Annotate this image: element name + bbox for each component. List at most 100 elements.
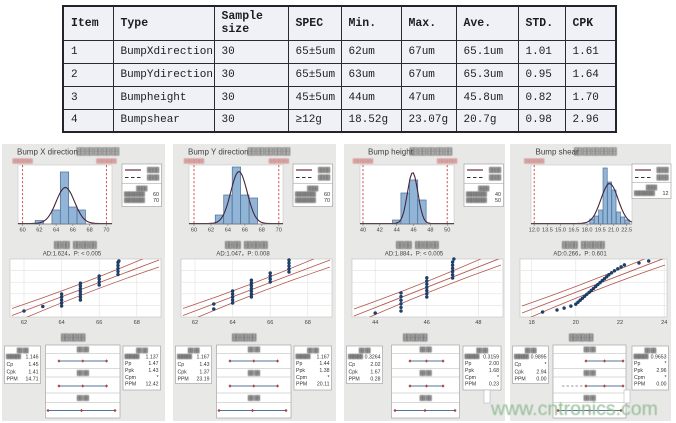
- svg-text:24: 24: [661, 320, 667, 326]
- svg-text:64: 64: [58, 320, 64, 326]
- svg-text:40: 40: [495, 192, 501, 198]
- svg-text:Cpm: Cpm: [296, 375, 307, 381]
- svg-text:Pp: Pp: [465, 361, 471, 367]
- svg-text:*: *: [664, 375, 666, 381]
- svg-text:44: 44: [372, 320, 378, 326]
- svg-text:Cp: Cp: [7, 362, 14, 368]
- svg-text:50: 50: [495, 198, 501, 204]
- svg-text:Cp: Cp: [178, 362, 185, 368]
- svg-text:60: 60: [19, 228, 25, 234]
- svg-text:66: 66: [70, 228, 76, 234]
- svg-text:46: 46: [410, 228, 416, 234]
- svg-text:66: 66: [267, 320, 273, 326]
- svg-text:1.44: 1.44: [319, 361, 329, 367]
- svg-text:42: 42: [377, 228, 383, 234]
- svg-text:18: 18: [528, 320, 534, 326]
- svg-text:1.37: 1.37: [199, 369, 209, 375]
- svg-text:22.5: 22.5: [621, 228, 632, 234]
- svg-text:Bump X direction: Bump X direction: [17, 148, 78, 157]
- svg-text:66: 66: [242, 228, 248, 234]
- svg-text:Cp: Cp: [349, 362, 356, 368]
- svg-text:23.19: 23.19: [197, 377, 210, 383]
- svg-text:0.3264: 0.3264: [365, 355, 381, 361]
- svg-text:62: 62: [36, 228, 42, 234]
- svg-text:1.45: 1.45: [28, 362, 38, 368]
- svg-text:40: 40: [360, 228, 366, 234]
- svg-text:2.00: 2.00: [489, 361, 499, 367]
- svg-text:0.00: 0.00: [656, 382, 666, 388]
- svg-text:68: 68: [259, 228, 265, 234]
- svg-text:64: 64: [53, 228, 59, 234]
- svg-text:12: 12: [663, 191, 669, 197]
- svg-text:0.23: 0.23: [489, 382, 499, 388]
- svg-text:*: *: [664, 361, 666, 367]
- svg-text:14.71: 14.71: [26, 377, 39, 383]
- svg-text:12.42: 12.42: [146, 382, 159, 388]
- svg-text:*: *: [156, 375, 158, 381]
- svg-text:70: 70: [103, 228, 109, 234]
- svg-text:PPM: PPM: [634, 382, 645, 388]
- svg-text:0.28: 0.28: [370, 377, 380, 383]
- svg-text:68: 68: [134, 320, 140, 326]
- svg-text:Pp: Pp: [634, 361, 640, 367]
- svg-text:1.137: 1.137: [146, 354, 159, 360]
- svg-text:21.0: 21.0: [608, 228, 619, 234]
- svg-text:Cpk: Cpk: [349, 369, 359, 375]
- svg-text:60: 60: [191, 228, 197, 234]
- svg-text:1.146: 1.146: [26, 355, 39, 361]
- svg-text:60: 60: [324, 192, 330, 198]
- svg-text:66: 66: [96, 320, 102, 326]
- svg-text:PPM: PPM: [349, 377, 360, 383]
- svg-text:19.5: 19.5: [595, 228, 606, 234]
- svg-text:2.96: 2.96: [656, 368, 666, 374]
- svg-text:20.11: 20.11: [317, 382, 330, 388]
- svg-text:Cpm: Cpm: [125, 375, 136, 381]
- svg-text:PPM: PPM: [465, 382, 476, 388]
- svg-text:60: 60: [153, 192, 159, 198]
- svg-text:64: 64: [229, 320, 235, 326]
- svg-text:70: 70: [324, 198, 330, 204]
- svg-text:70: 70: [276, 228, 282, 234]
- svg-text:68: 68: [305, 320, 311, 326]
- svg-text:Cp: Cp: [515, 362, 522, 368]
- svg-text:1.47: 1.47: [148, 361, 158, 367]
- svg-text:*: *: [327, 375, 329, 381]
- svg-text:2.94: 2.94: [536, 369, 546, 375]
- svg-text:18.0: 18.0: [582, 228, 593, 234]
- svg-text:64: 64: [225, 228, 231, 234]
- svg-text:70: 70: [153, 198, 159, 204]
- svg-text:1.68: 1.68: [489, 368, 499, 374]
- svg-text:PPM: PPM: [7, 377, 18, 383]
- svg-text:Ppk: Ppk: [125, 368, 134, 374]
- svg-text:0.9895: 0.9895: [531, 355, 547, 361]
- svg-text:Cpk: Cpk: [515, 369, 525, 375]
- svg-text:Cpk: Cpk: [178, 369, 188, 375]
- svg-text:Ppk: Ppk: [296, 368, 305, 374]
- svg-text:2.02: 2.02: [370, 362, 380, 368]
- svg-text:22: 22: [617, 320, 623, 326]
- svg-text:1.43: 1.43: [148, 368, 158, 374]
- svg-text:62: 62: [192, 320, 198, 326]
- svg-text:44: 44: [394, 228, 400, 234]
- svg-text:AD:1.624，P: < 0.005: AD:1.624，P: < 0.005: [43, 252, 102, 258]
- svg-text:Cpk: Cpk: [7, 369, 17, 375]
- svg-text:13.5: 13.5: [542, 228, 553, 234]
- svg-text:PPM: PPM: [178, 377, 189, 383]
- svg-text:1.43: 1.43: [199, 362, 209, 368]
- svg-text:*: *: [497, 375, 499, 381]
- svg-text:PPM: PPM: [296, 382, 307, 388]
- svg-text:0.00: 0.00: [536, 377, 546, 383]
- svg-text:AD:1.884，P: < 0.005: AD:1.884，P: < 0.005: [385, 252, 444, 258]
- svg-text:15.0: 15.0: [555, 228, 566, 234]
- svg-text:68: 68: [86, 228, 92, 234]
- svg-text:16.5: 16.5: [568, 228, 579, 234]
- svg-text:Cpm: Cpm: [634, 375, 645, 381]
- svg-text:Ppk: Ppk: [634, 368, 643, 374]
- svg-text:48: 48: [475, 320, 481, 326]
- svg-text:*: *: [544, 362, 546, 368]
- svg-text:Bump Y direction: Bump Y direction: [188, 148, 249, 157]
- svg-text:AD:1.047，P: 0.008: AD:1.047，P: 0.008: [216, 252, 270, 258]
- svg-text:1.41: 1.41: [28, 369, 38, 375]
- svg-text:Bump height: Bump height: [368, 148, 414, 157]
- svg-text:1.167: 1.167: [317, 354, 330, 360]
